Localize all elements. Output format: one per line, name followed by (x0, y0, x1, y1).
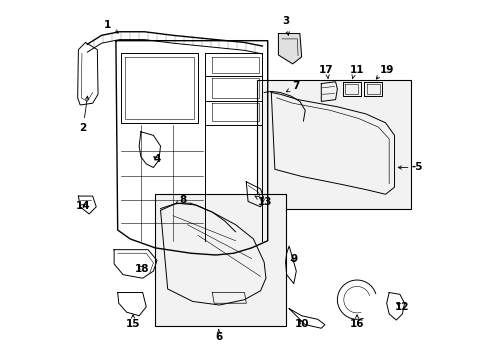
Text: 12: 12 (394, 302, 409, 312)
Text: 8: 8 (175, 195, 186, 204)
Text: -5: -5 (411, 162, 422, 172)
Text: 9: 9 (290, 253, 297, 264)
Bar (155, 194, 285, 327)
Bar (257, 80, 410, 208)
Polygon shape (278, 33, 301, 64)
Text: 17: 17 (318, 65, 333, 75)
Text: 15: 15 (125, 319, 140, 329)
Text: 13: 13 (255, 196, 272, 207)
Text: 1: 1 (103, 19, 118, 33)
Text: 4: 4 (153, 154, 161, 164)
Text: 18: 18 (134, 264, 148, 274)
Text: 6: 6 (215, 332, 222, 342)
Text: 19: 19 (379, 65, 393, 75)
Text: 16: 16 (349, 319, 364, 329)
Text: 10: 10 (295, 319, 309, 329)
Text: 3: 3 (282, 16, 289, 35)
Text: 11: 11 (349, 65, 364, 75)
Text: 7: 7 (286, 81, 299, 92)
Text: 14: 14 (76, 201, 90, 211)
Text: 2: 2 (79, 96, 88, 133)
